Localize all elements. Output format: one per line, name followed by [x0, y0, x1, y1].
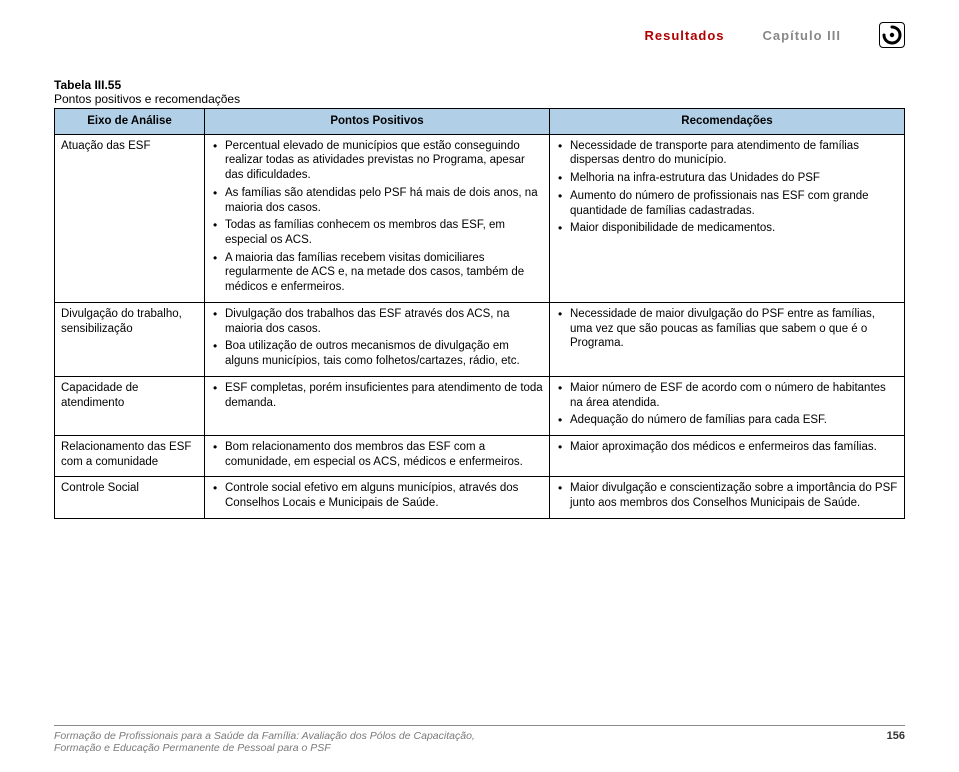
- axis-cell: Relacionamento das ESF com a comunidade: [55, 435, 205, 476]
- positives-cell: Controle social efetivo em alguns municí…: [205, 477, 550, 518]
- list-item: Melhoria na infra-estrutura das Unidades…: [556, 171, 898, 186]
- footer-line2: Formação e Educação Permanente de Pessoa…: [54, 742, 331, 754]
- footer-text: Formação de Profissionais para a Saúde d…: [54, 730, 475, 754]
- footer-line1: Formação de Profissionais para a Saúde d…: [54, 730, 475, 742]
- recs-cell: Necessidade de transporte para atendimen…: [550, 134, 905, 302]
- list-item: Maior disponibilidade de medicamentos.: [556, 221, 898, 236]
- header-results: Resultados: [644, 28, 724, 43]
- list-item: ESF completas, porém insuficientes para …: [211, 381, 543, 410]
- caption-line1: Tabela III.55: [54, 78, 121, 92]
- recs-cell: Maior aproximação dos médicos e enfermei…: [550, 435, 905, 476]
- list-item: Todas as famílias conhecem os membros da…: [211, 218, 543, 247]
- list-item: Boa utilização de outros mecanismos de d…: [211, 339, 543, 368]
- list-item: Maior número de ESF de acordo com o núme…: [556, 381, 898, 410]
- axis-cell: Capacidade de atendimento: [55, 376, 205, 435]
- logo-icon: [879, 22, 905, 48]
- list-item: Divulgação dos trabalhos das ESF através…: [211, 307, 543, 336]
- table-row: Divulgação do trabalho, sensibilizaçãoDi…: [55, 302, 905, 376]
- list-item: Bom relacionamento dos membros das ESF c…: [211, 440, 543, 469]
- list-item: Aumento do número de profissionais nas E…: [556, 189, 898, 218]
- list-item: Necessidade de transporte para atendimen…: [556, 139, 898, 168]
- col-header-axis: Eixo de Análise: [55, 109, 205, 135]
- list-item: A maioria das famílias recebem visitas d…: [211, 251, 543, 295]
- header-chapter: Capítulo III: [763, 28, 841, 43]
- content-area: Tabela III.55 Pontos positivos e recomen…: [54, 78, 905, 519]
- page-number: 156: [887, 730, 905, 742]
- axis-cell: Controle Social: [55, 477, 205, 518]
- positives-cell: ESF completas, porém insuficientes para …: [205, 376, 550, 435]
- list-item: Maior aproximação dos médicos e enfermei…: [556, 440, 898, 455]
- page-header: Resultados Capítulo III: [644, 22, 905, 48]
- caption-line2: Pontos positivos e recomendações: [54, 92, 240, 106]
- list-item: Adequação do número de famílias para cad…: [556, 413, 898, 428]
- list-item: Maior divulgação e conscientização sobre…: [556, 481, 898, 510]
- positives-cell: Divulgação dos trabalhos das ESF através…: [205, 302, 550, 376]
- list-item: Percentual elevado de municípios que est…: [211, 139, 543, 183]
- positives-cell: Percentual elevado de municípios que est…: [205, 134, 550, 302]
- table-header-row: Eixo de Análise Pontos Positivos Recomen…: [55, 109, 905, 135]
- axis-cell: Atuação das ESF: [55, 134, 205, 302]
- recs-cell: Necessidade de maior divulgação do PSF e…: [550, 302, 905, 376]
- col-header-recs: Recomendações: [550, 109, 905, 135]
- col-header-positives: Pontos Positivos: [205, 109, 550, 135]
- table-row: Atuação das ESFPercentual elevado de mun…: [55, 134, 905, 302]
- recs-cell: Maior divulgação e conscientização sobre…: [550, 477, 905, 518]
- list-item: As famílias são atendidas pelo PSF há ma…: [211, 186, 543, 215]
- recs-cell: Maior número de ESF de acordo com o núme…: [550, 376, 905, 435]
- table-caption: Tabela III.55 Pontos positivos e recomen…: [54, 78, 905, 106]
- main-table: Eixo de Análise Pontos Positivos Recomen…: [54, 108, 905, 519]
- axis-cell: Divulgação do trabalho, sensibilização: [55, 302, 205, 376]
- page-footer: Formação de Profissionais para a Saúde d…: [54, 725, 905, 754]
- table-row: Capacidade de atendimentoESF completas, …: [55, 376, 905, 435]
- positives-cell: Bom relacionamento dos membros das ESF c…: [205, 435, 550, 476]
- list-item: Necessidade de maior divulgação do PSF e…: [556, 307, 898, 351]
- list-item: Controle social efetivo em alguns municí…: [211, 481, 543, 510]
- table-row: Controle SocialControle social efetivo e…: [55, 477, 905, 518]
- table-row: Relacionamento das ESF com a comunidadeB…: [55, 435, 905, 476]
